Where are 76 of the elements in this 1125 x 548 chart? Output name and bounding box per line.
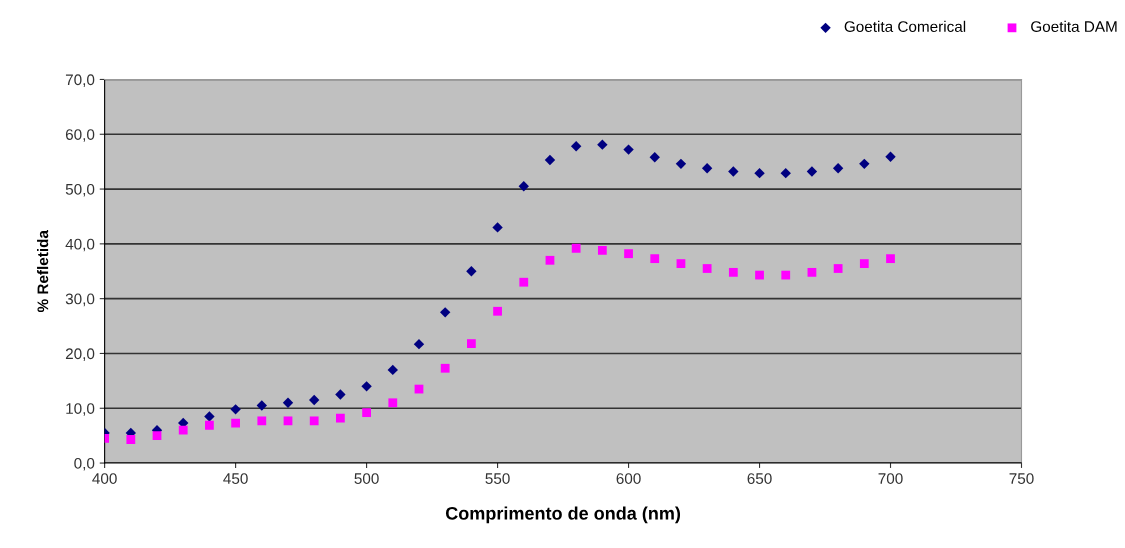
x-tick-label: 600 bbox=[616, 473, 641, 484]
point bbox=[492, 222, 503, 233]
point bbox=[518, 181, 529, 192]
point bbox=[204, 411, 215, 422]
point bbox=[309, 394, 320, 406]
point bbox=[152, 431, 162, 441]
point bbox=[728, 166, 739, 177]
point bbox=[859, 158, 870, 170]
x-tick-label: 700 bbox=[878, 473, 903, 484]
y-tick-label: 0,0 bbox=[74, 457, 95, 471]
point bbox=[859, 259, 869, 268]
point bbox=[675, 158, 687, 170]
point bbox=[388, 398, 398, 408]
x-tick-label: 400 bbox=[92, 473, 117, 484]
point bbox=[623, 144, 634, 155]
x-tick-label: 750 bbox=[1009, 473, 1034, 484]
point bbox=[597, 246, 607, 255]
point bbox=[387, 364, 398, 376]
point bbox=[466, 266, 477, 277]
point bbox=[205, 420, 214, 430]
x-tick-label: 450 bbox=[223, 473, 248, 484]
point bbox=[361, 381, 372, 392]
point bbox=[545, 255, 555, 265]
point bbox=[886, 254, 895, 264]
point bbox=[781, 270, 791, 280]
point bbox=[283, 416, 293, 426]
point bbox=[597, 139, 608, 150]
point bbox=[701, 163, 713, 174]
point bbox=[493, 306, 502, 316]
y-axis-title: % Refletida bbox=[37, 229, 49, 313]
point bbox=[362, 408, 371, 418]
x-tick-label: 500 bbox=[354, 473, 379, 484]
x-axis-title: Comprimento de onda (nm) bbox=[445, 506, 681, 524]
y-tick-label: 60,0 bbox=[65, 129, 95, 142]
point bbox=[885, 151, 896, 162]
point bbox=[413, 338, 425, 350]
y-tick-label: 10,0 bbox=[66, 403, 95, 416]
y-tick-label: 40,0 bbox=[65, 238, 95, 252]
point bbox=[624, 249, 633, 259]
point bbox=[570, 141, 582, 152]
point bbox=[676, 259, 686, 268]
point bbox=[650, 254, 660, 264]
point bbox=[309, 416, 319, 426]
point bbox=[807, 267, 817, 277]
point bbox=[519, 277, 529, 287]
point bbox=[335, 389, 346, 400]
point bbox=[257, 416, 267, 426]
y-tick-label: 30,0 bbox=[65, 293, 95, 307]
point bbox=[649, 152, 660, 163]
point bbox=[755, 270, 764, 280]
legend-label: Goetita Comerical bbox=[844, 20, 966, 32]
point bbox=[230, 404, 241, 415]
point bbox=[439, 307, 451, 318]
point bbox=[440, 363, 450, 373]
point bbox=[832, 163, 844, 174]
point bbox=[544, 154, 556, 166]
point bbox=[178, 425, 188, 435]
point bbox=[282, 397, 294, 408]
point bbox=[754, 167, 765, 179]
point bbox=[571, 243, 581, 253]
legend-label: Goetita DAM bbox=[1031, 20, 1117, 32]
point bbox=[126, 435, 136, 444]
point bbox=[336, 413, 345, 423]
point bbox=[466, 339, 476, 348]
point bbox=[833, 264, 843, 273]
x-tick-label: 550 bbox=[485, 473, 510, 484]
x-tick-label: 650 bbox=[747, 473, 772, 484]
y-tick-label: 20,0 bbox=[65, 348, 95, 361]
point bbox=[728, 267, 738, 277]
point bbox=[780, 167, 791, 179]
point bbox=[702, 264, 712, 273]
point bbox=[806, 166, 818, 177]
y-tick-label: 70,0 bbox=[65, 74, 95, 87]
y-tick-label: 50,0 bbox=[65, 183, 95, 197]
point bbox=[256, 400, 267, 411]
point bbox=[231, 418, 240, 428]
